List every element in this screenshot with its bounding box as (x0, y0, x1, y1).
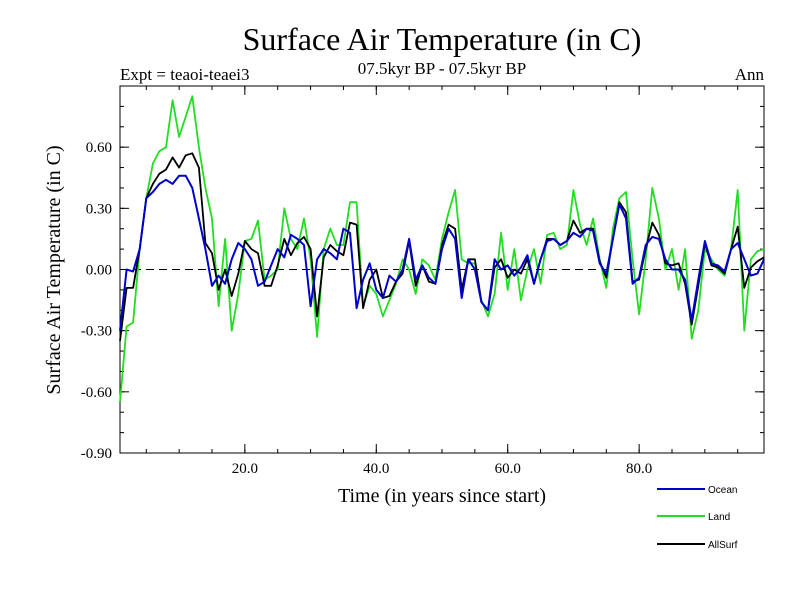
legend-label-allsurf: AllSurf (708, 540, 738, 551)
chart-subtitle: 07.5kyr BP - 07.5kyr BP (358, 59, 526, 78)
x-axis-label: Time (in years since start) (338, 485, 546, 507)
x-axis-ticks: 20.0 40.0 60.0 80.0 (232, 86, 652, 477)
chart-legend: Ocean Land AllSurf (657, 485, 738, 551)
y-tick-label: 0.00 (86, 263, 112, 279)
y-axis-ticks: -0.90 -0.60 -0.30 0.00 0.30 0.60 (81, 140, 764, 462)
x-tick-label: 20.0 (232, 461, 258, 477)
period-label: Ann (735, 65, 765, 84)
y-tick-label: -0.30 (81, 324, 112, 340)
expt-label: Expt = teaoi-teaei3 (120, 65, 249, 84)
y-tick-label: 0.30 (86, 201, 112, 217)
y-axis-label: Surface Air Temperature (in C) (43, 145, 65, 394)
series-lines (119, 95, 765, 403)
legend-label-ocean: Ocean (708, 485, 737, 496)
minor-ticks (120, 85, 764, 454)
x-tick-label: 40.0 (363, 461, 389, 477)
chart-title: Surface Air Temperature (in C) (243, 21, 642, 57)
y-tick-label: -0.90 (81, 446, 112, 462)
x-tick-label: 60.0 (495, 461, 521, 477)
series-line-land (119, 95, 765, 403)
y-tick-label: -0.60 (81, 385, 112, 401)
series-line-ocean (119, 174, 765, 331)
y-tick-label: 0.60 (86, 140, 112, 156)
legend-label-land: Land (708, 512, 730, 523)
x-tick-label: 80.0 (626, 461, 652, 477)
